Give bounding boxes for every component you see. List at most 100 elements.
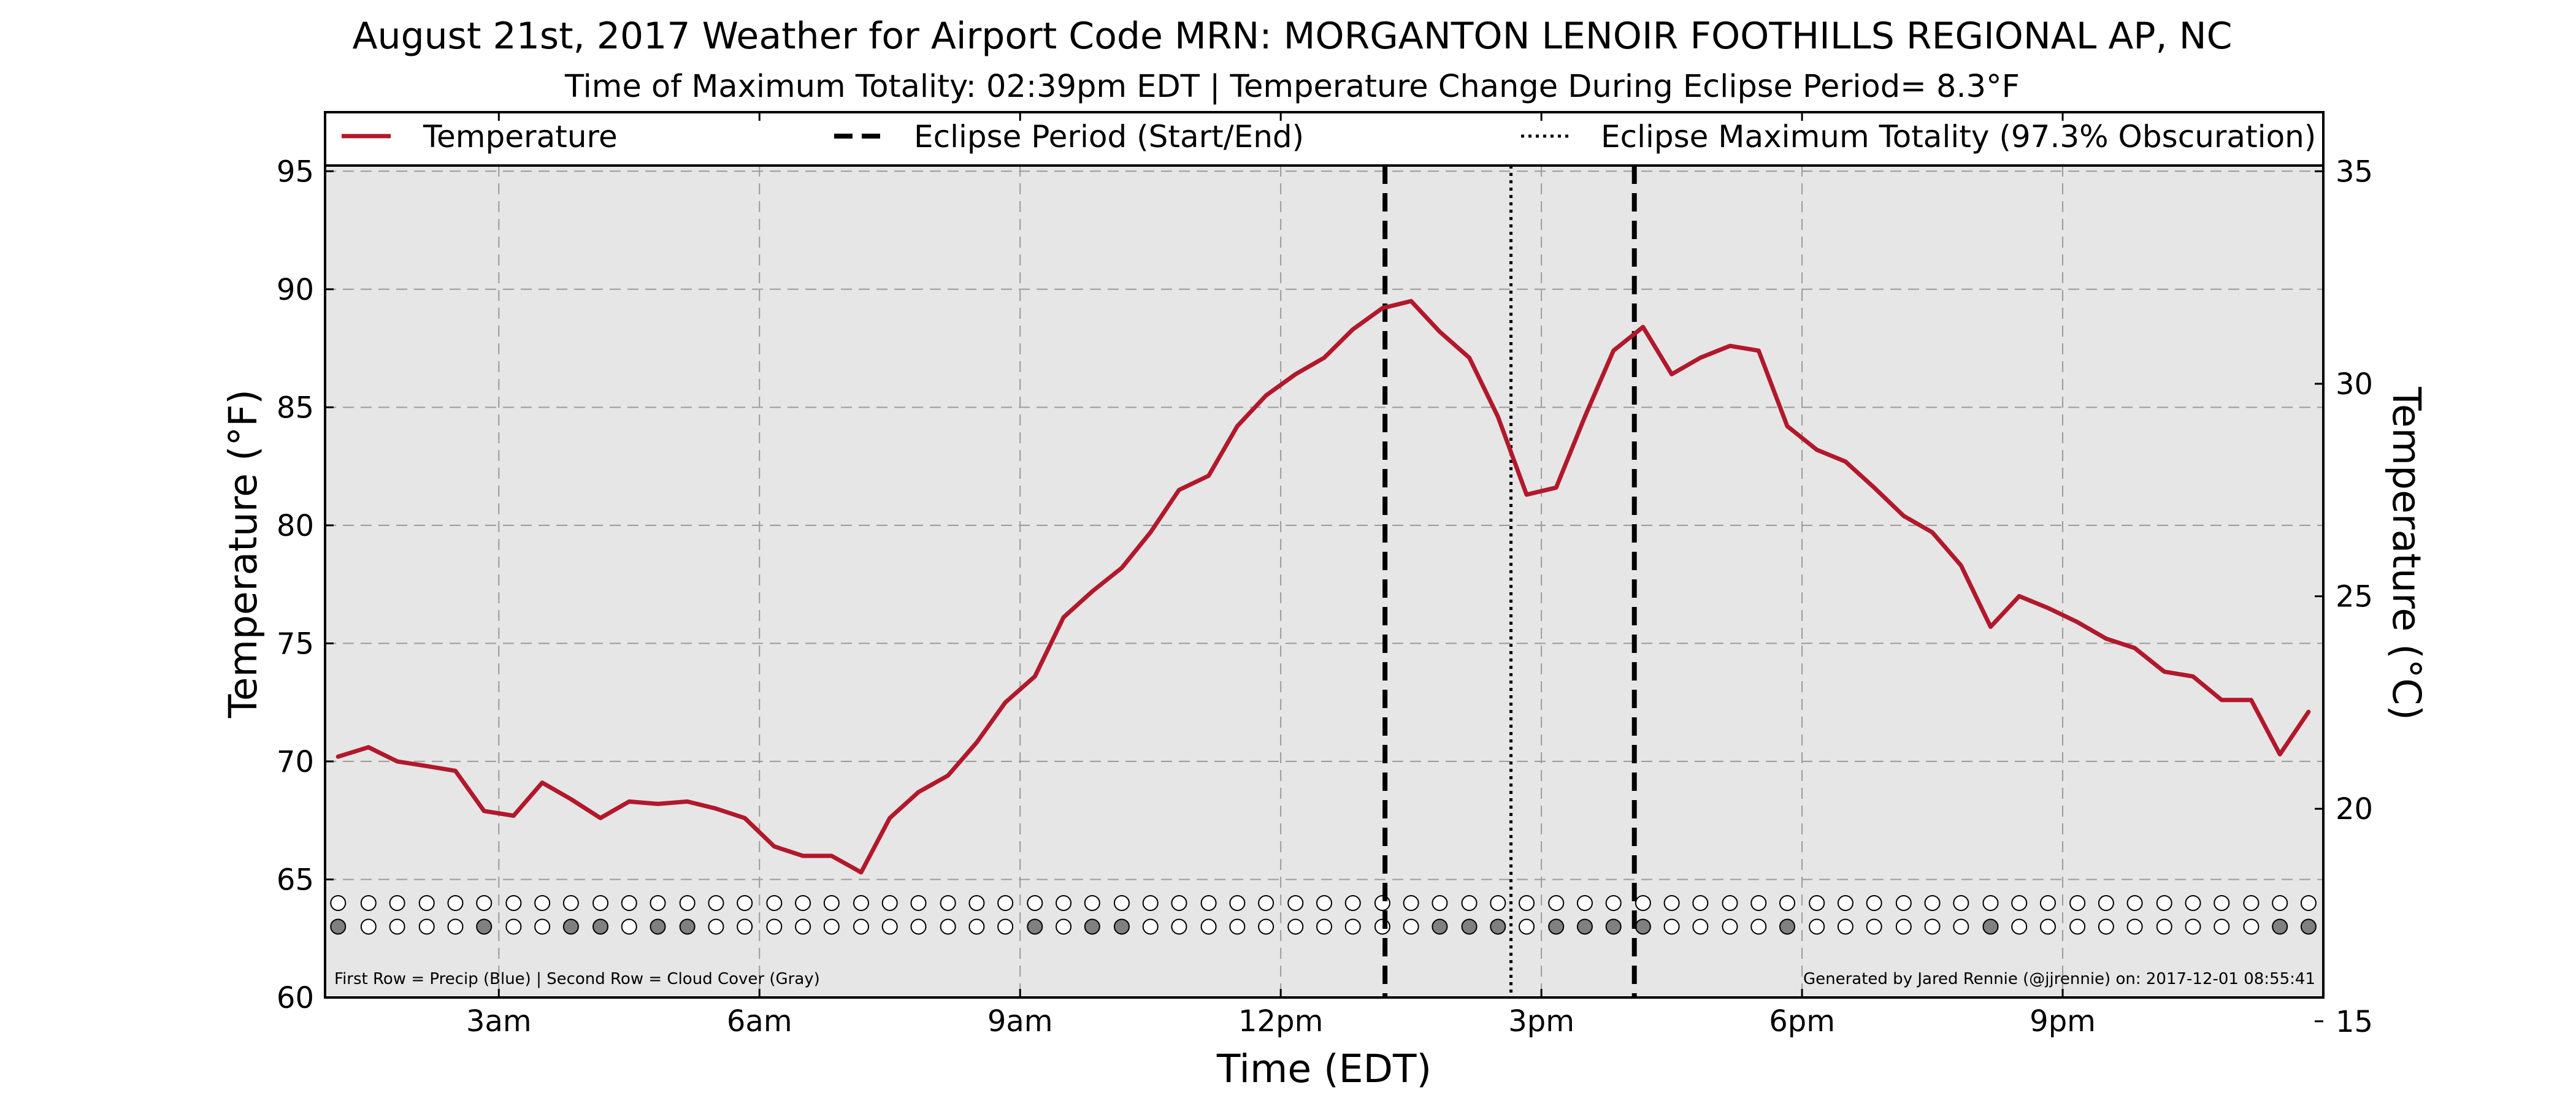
precip-marker [1432,894,1448,911]
precip-marker [1605,894,1622,911]
cloud-cover-marker [940,918,956,935]
cloud-cover-marker [708,918,724,935]
chart-subtitle: Time of Maximum Totality: 02:39pm EDT | … [564,69,2020,105]
cloud-cover-marker [1027,918,1043,935]
cloud-cover-marker [1344,918,1361,935]
precip-marker [505,894,522,911]
precip-marker [650,894,666,911]
cloud-cover-marker [881,918,898,935]
precip-marker [679,894,696,911]
legend-label: Eclipse Maximum Totality (97.3% Obscurat… [1601,119,2316,154]
cloud-cover-marker [679,918,696,935]
cloud-cover-marker [1403,918,1419,935]
y-axis-ticks-right: 15 20 25 30 35 [2315,154,2373,1039]
cloud-cover-marker [447,918,464,935]
precip-marker [1287,894,1304,911]
precip-marker [1779,894,1796,911]
cloud-cover-marker [1287,918,1304,935]
temperature-series [335,299,2311,875]
cloud-cover-marker [1692,918,1709,935]
cloud-cover-marker [1663,918,1680,935]
precip-marker [1750,894,1767,911]
y-right-tick-label: 25 [2336,580,2373,614]
cloud-cover-marker [1779,918,1796,935]
cloud-cover-marker [418,918,435,935]
precip-marker [2039,894,2056,911]
precip-marker [2272,894,2288,911]
legend: Temperature Eclipse Period (Start/End) Ecl… [342,119,2316,154]
precip-marker [1548,894,1565,911]
cloud-cover-marker [795,918,811,935]
cloud-cover-marker [2243,918,2260,935]
cloud-cover-marker [2156,918,2172,935]
chart-title: August 21st, 2017 Weather for Airport Co… [353,15,2233,58]
plot-area [325,112,2323,997]
precip-marker [534,894,551,911]
grid-lines [325,166,2323,997]
precip-marker [1142,894,1159,911]
precip-marker [853,894,869,911]
y-tick-label: 75 [277,627,314,661]
precip-marker [737,894,753,911]
precip-marker [1084,894,1100,911]
precip-marker [2011,894,2028,911]
precip-marker [997,894,1014,911]
cloud-cover-marker [592,918,609,935]
x-tick-label: 9pm [2030,1004,2096,1039]
cloud-cover-marker [1548,918,1565,935]
cloud-cover-marker [1374,918,1390,935]
precip-marker [910,894,927,911]
cloud-cover-marker [1953,918,1969,935]
cloud-cover-marker [1924,918,1941,935]
cloud-cover-marker [2011,918,2028,935]
x-axis-ticks: 3am 6am 9am 12pm 3pm 6pm 9pm [466,112,2096,1039]
precip-marker [389,894,405,911]
precip-marker [330,894,347,911]
precip-marker [1576,894,1593,911]
cloud-cover-marker [2039,918,2056,935]
precip-marker [1056,894,1072,911]
precip-marker [1171,894,1187,911]
precip-marker [1953,894,1969,911]
cloud-cover-marker [968,918,985,935]
precip-marker [1316,894,1332,911]
cloud-cover-marker [1895,918,1912,935]
cloud-cover-marker [2214,918,2230,935]
precip-marker [2185,894,2201,911]
cloud-cover-marker [1750,918,1767,935]
precip-marker [1895,894,1912,911]
y-tick-label: 60 [277,981,314,1015]
cloud-cover-marker [2300,918,2317,935]
cloud-cover-marker [1635,918,1651,935]
precip-marker [881,894,898,911]
cloud-cover-marker [1056,918,1072,935]
y-axis-label-right: Temperature (°C) [2384,386,2429,720]
cloud-cover-marker [534,918,551,935]
precip-marker [1635,894,1651,911]
cloud-cover-marker [823,918,840,935]
x-tick-label: 6am [727,1004,792,1039]
precip-marker [592,894,609,911]
legend-box [324,111,2325,167]
x-tick-label: 9am [987,1004,1053,1039]
precip-cloud-markers [330,894,2317,935]
legend-label: Temperature [423,119,618,154]
cloud-cover-marker [562,918,579,935]
cloud-cover-marker [330,918,347,935]
cloud-cover-marker [1809,918,1825,935]
precip-marker [1200,894,1217,911]
precip-marker [1229,894,1246,911]
cloud-cover-marker [1316,918,1332,935]
precip-marker [1374,894,1390,911]
cloud-cover-marker [1982,918,1999,935]
cloud-cover-marker [1605,918,1622,935]
cloud-cover-marker [2272,918,2288,935]
cloud-cover-marker [621,918,637,935]
precip-marker [1344,894,1361,911]
precip-marker [1663,894,1680,911]
precip-marker [1722,894,1738,911]
cloud-cover-marker [1432,918,1448,935]
precip-marker [968,894,985,911]
precip-marker [360,894,377,911]
